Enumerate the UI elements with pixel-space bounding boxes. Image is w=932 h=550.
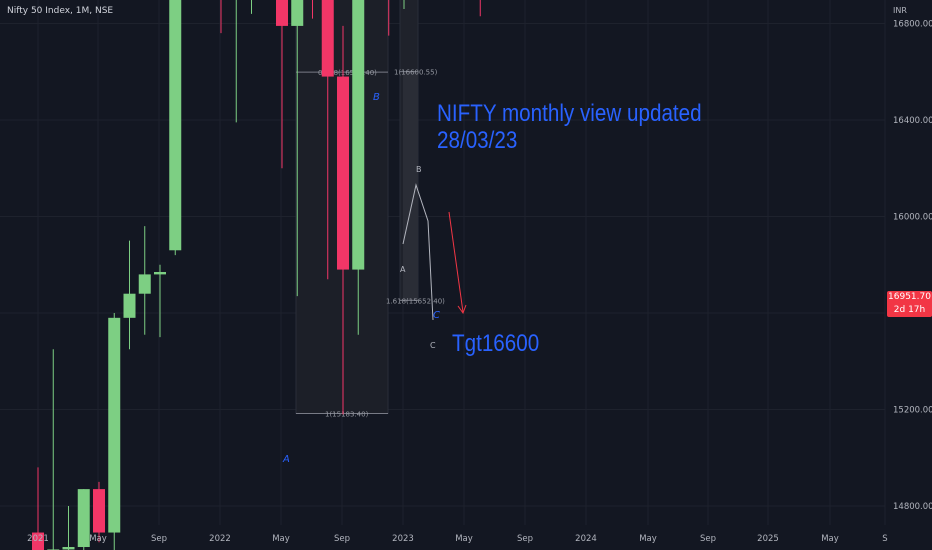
- wave-label-B: B: [373, 92, 380, 103]
- candle-up: [154, 271, 166, 275]
- currency-label: INR: [893, 6, 907, 15]
- candle-up: [352, 0, 365, 270]
- candle-up: [123, 293, 136, 318]
- annotation-title: NIFTY monthly view updated 28/03/23: [437, 100, 702, 154]
- wave-sublabel-B: B: [416, 165, 422, 174]
- time-axis-label: 2021: [27, 534, 49, 544]
- candle-up: [291, 0, 304, 26]
- wave-path-sub: [402, 183, 434, 321]
- time-axis-label: S: [882, 534, 887, 544]
- time-axis-label: 2023: [392, 534, 414, 544]
- time-axis-label: 2024: [575, 534, 597, 544]
- candle-down: [337, 76, 349, 270]
- projection-arrow: [448, 211, 464, 313]
- candle-up: [138, 274, 151, 294]
- time-axis-label: Sep: [517, 534, 533, 544]
- candle-down: [321, 0, 334, 77]
- time-axis-label: May: [821, 534, 839, 544]
- fib-label: 1(15183.40): [325, 411, 369, 419]
- candle-up: [108, 317, 121, 533]
- time-axis-label: May: [455, 534, 473, 544]
- fib-label: 1(16600.55): [394, 69, 438, 77]
- wave-label-C: C: [433, 310, 440, 321]
- symbol-label[interactable]: Nifty 50 Index, 1M, NSE: [7, 6, 114, 16]
- price-axis-label: 16800.00: [893, 20, 932, 30]
- time-axis-label: Sep: [700, 534, 716, 544]
- last-price-tag: 16951.70 2d 17h: [887, 291, 932, 317]
- annotation-target: Tgt16600: [452, 330, 540, 357]
- candle-down: [276, 0, 288, 26]
- candle-up: [169, 0, 182, 251]
- time-axis-label: 2022: [209, 534, 231, 544]
- time-axis-label: May: [639, 534, 657, 544]
- annotation-title-line2: 28/03/23: [437, 127, 518, 154]
- time-axis-label: 2025: [757, 534, 779, 544]
- time-axis-label: Sep: [151, 534, 167, 544]
- wave-sublabel-C: C: [430, 341, 436, 350]
- wave-label-A: A: [282, 454, 290, 465]
- time-axis-label: Sep: [334, 534, 350, 544]
- candle-down: [32, 532, 44, 550]
- wave-sublabel-A: A: [400, 265, 406, 274]
- annotation-title-line1: NIFTY monthly view updated: [437, 100, 702, 127]
- fib-label: 1.618(15652.40): [386, 297, 445, 305]
- countdown-value: 2d 17h: [893, 305, 926, 315]
- time-axis-label: May: [272, 534, 290, 544]
- price-axis-label: 15200.00: [893, 406, 932, 416]
- candle-down: [93, 489, 105, 533]
- candle-up: [62, 547, 75, 550]
- fib-label: 0.618(16598.40): [318, 69, 377, 77]
- projection-arrowhead: [457, 304, 467, 315]
- price-axis-label: 16000.00: [893, 213, 932, 223]
- last-price-value: 16951.70: [888, 292, 931, 302]
- fib-box-sub-band: [403, 71, 418, 301]
- candle-up: [77, 489, 90, 548]
- price-axis-label: 14800.00: [893, 502, 932, 512]
- price-axis-label: 16400.00: [893, 116, 932, 126]
- time-axis-label: May: [89, 534, 107, 544]
